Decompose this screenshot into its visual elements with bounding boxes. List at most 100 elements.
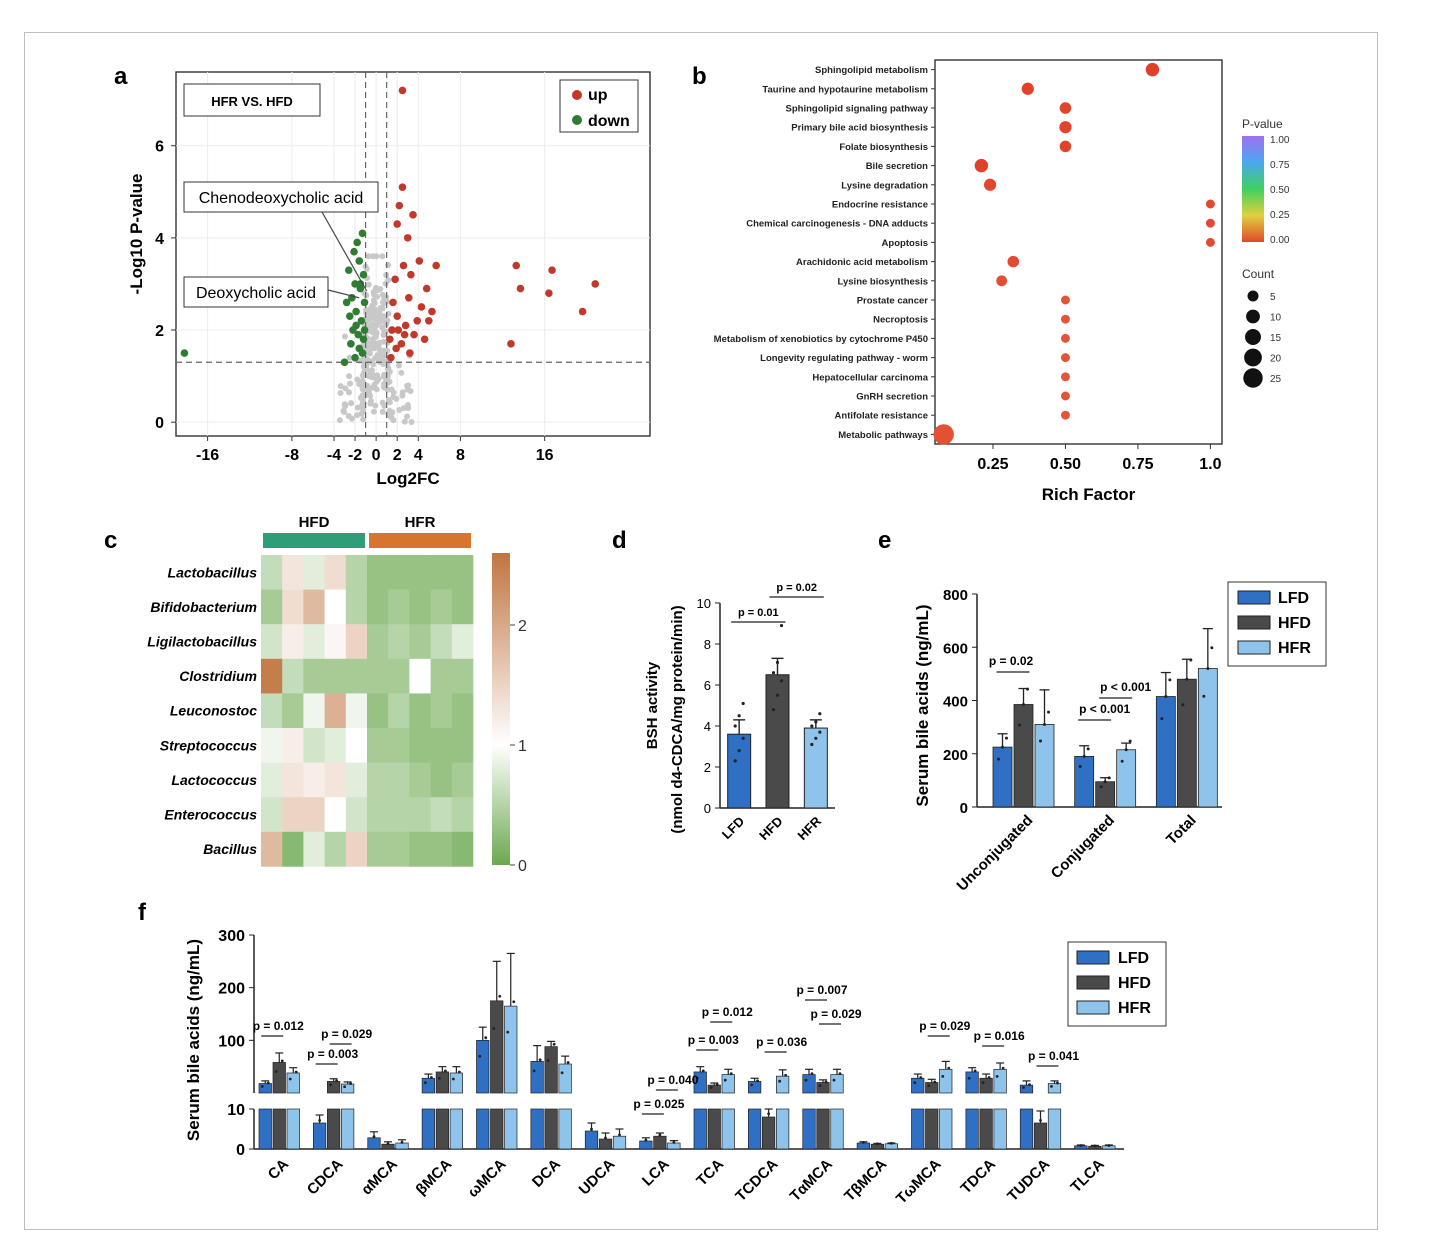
row-label: Clostridium — [179, 668, 257, 684]
bar-hfr-lower — [993, 1108, 1007, 1150]
bar-lfd — [727, 733, 752, 809]
heatmap-cell — [324, 797, 347, 833]
ns-point — [356, 381, 363, 388]
bar-lfd-lower — [911, 1108, 925, 1150]
pvalue-label: p = 0.007 — [796, 983, 847, 997]
ns-point — [369, 384, 376, 391]
bar-lfd — [992, 746, 1013, 808]
term-dot — [974, 158, 989, 173]
pvalue-label: p = 0.012 — [253, 1019, 304, 1033]
bar-lfd-upper — [421, 1077, 435, 1094]
data-point — [775, 693, 780, 697]
ns-point — [390, 417, 397, 424]
data-point — [538, 1058, 542, 1062]
data-point — [1103, 780, 1107, 784]
bar-lfd-lower — [748, 1108, 762, 1150]
y-tick-label: 0 — [704, 801, 711, 816]
bar-hfd-upper — [707, 1084, 721, 1094]
y-tick-label: 0 — [155, 415, 164, 432]
ns-point — [365, 372, 372, 379]
data-point — [981, 1081, 985, 1085]
x-tick-label: CA — [265, 1156, 292, 1183]
data-point — [737, 714, 741, 718]
count-legend-dot — [1247, 290, 1259, 302]
bar-hfr — [667, 1142, 681, 1150]
ns-point — [401, 418, 408, 425]
bar-hfr-upper — [341, 1083, 355, 1094]
down-point — [360, 298, 369, 307]
heatmap-cell — [261, 658, 283, 694]
legend-swatch-hfr — [1076, 1000, 1110, 1015]
bar-hfd — [653, 1135, 667, 1150]
data-point — [818, 730, 822, 734]
bar-hfr — [1034, 724, 1055, 808]
up-point — [420, 335, 429, 344]
term-label: Longevity regulating pathway - worm — [760, 353, 928, 364]
legend-down-label: down — [588, 113, 630, 130]
data-point — [1043, 722, 1046, 726]
down-point — [342, 298, 351, 307]
ns-point — [380, 381, 387, 388]
data-point — [1185, 677, 1189, 681]
panel-label-d: d — [612, 527, 627, 554]
heatmap-cell — [303, 589, 325, 625]
panel-f-bile-acid-profile: 100 200 300 0 10 CA CDCA αMCA βMCA ωMCA DCA UDCA LCA… — [184, 928, 1167, 1207]
ns-point — [337, 390, 344, 397]
heatmap-cell — [303, 831, 325, 867]
x-tick-label: 8 — [456, 447, 465, 464]
heatmap-cell — [345, 589, 368, 625]
data-point — [832, 1078, 836, 1082]
term-label: Prostate cancer — [857, 296, 929, 307]
bar-hfr-upper — [721, 1074, 735, 1094]
down-point — [359, 335, 368, 344]
x-tick-label: ωMCA — [464, 1156, 509, 1201]
count-legend-label: 15 — [1270, 333, 1282, 344]
bar-hfr-upper — [1047, 1083, 1062, 1094]
down-point — [350, 247, 358, 256]
term-label: GnRH secretion — [856, 392, 928, 403]
plot-area — [934, 59, 1223, 445]
ns-point — [383, 298, 390, 305]
data-point — [1168, 678, 1172, 682]
ns-point — [345, 389, 352, 396]
heatmap-cell — [367, 693, 389, 729]
row-label: Bifidobacterium — [150, 599, 257, 615]
data-point — [1210, 646, 1214, 650]
term-dot — [1060, 353, 1070, 363]
heatmap-cell — [261, 624, 283, 660]
down-point — [358, 349, 367, 357]
y-axis-label: BSH activity — [644, 661, 661, 749]
bar-hfr-upper — [449, 1072, 463, 1094]
annotation-box-dca — [183, 276, 329, 308]
y-axis-label-units: (nmol d4-CDCA/mg protein/min) — [669, 605, 686, 833]
bar-hfd-upper — [435, 1071, 449, 1094]
bar-lfd-lower — [421, 1108, 435, 1150]
data-point — [1026, 687, 1029, 691]
bar-hfr — [803, 727, 828, 809]
down-point — [347, 340, 355, 348]
legend-swatch-hfd — [1237, 615, 1271, 630]
bar-hfr-upper — [558, 1063, 572, 1094]
heatmap-cell — [303, 762, 325, 798]
x-tick-label: 0.75 — [1122, 456, 1153, 473]
heatmap-cell — [367, 762, 389, 798]
term-dot — [996, 275, 1008, 287]
heatmap-cell — [324, 555, 347, 590]
ns-point — [358, 410, 365, 417]
data-point — [335, 1079, 339, 1083]
heatmap-cell — [367, 555, 389, 590]
heatmap-cell — [409, 555, 431, 590]
x-tick-label: HFD — [756, 814, 785, 843]
legend-up-label: up — [588, 87, 608, 104]
ns-point — [353, 412, 360, 419]
bar-hfr-lower — [939, 1108, 953, 1150]
pvalue-label: p = 0.01 — [738, 607, 779, 619]
term-dot — [933, 424, 954, 445]
x-tick-label: 1.0 — [1199, 456, 1221, 473]
x-tick-label: αMCA — [358, 1156, 401, 1199]
data-point — [386, 1142, 390, 1146]
bar-hfd-upper — [272, 1062, 286, 1094]
term-label: Sphingolipid metabolism — [815, 65, 928, 76]
ns-point — [354, 404, 361, 411]
